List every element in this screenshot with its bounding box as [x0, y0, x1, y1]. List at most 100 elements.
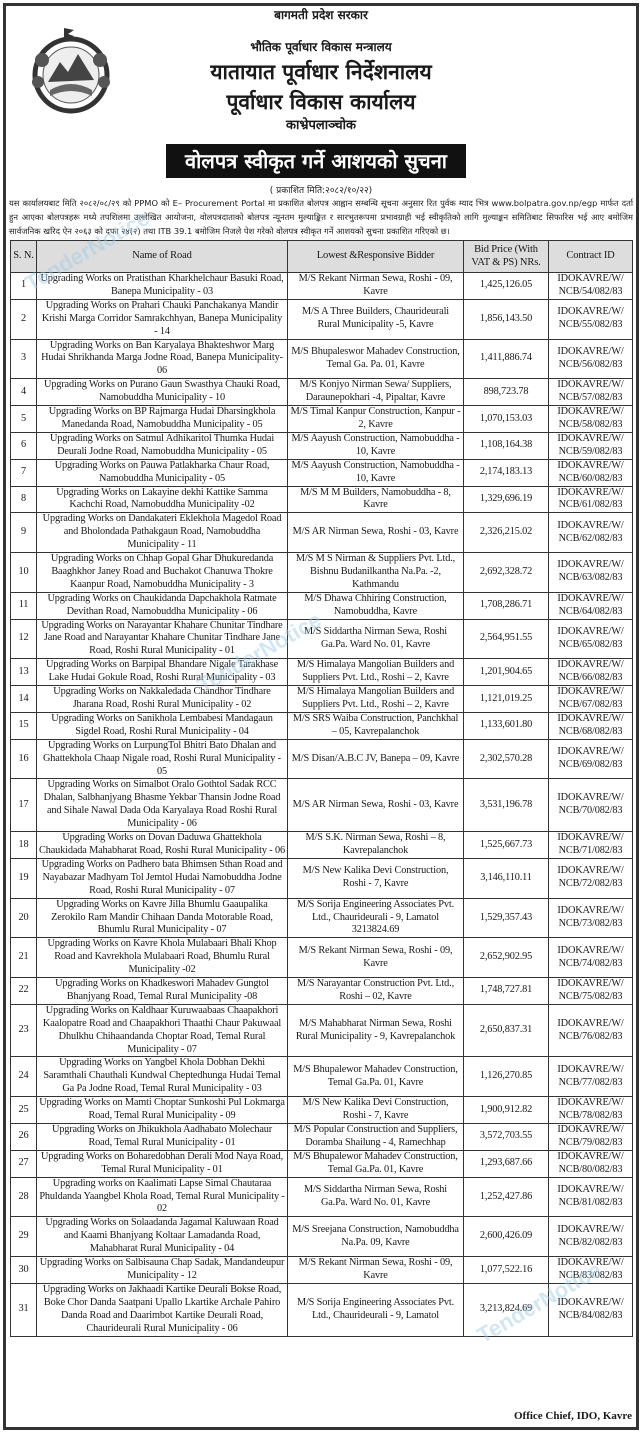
page-frame: [3, 3, 639, 1430]
bidder-name-cell: M/S A Three Builders, Chaurideurali Rura…: [287, 298, 464, 340]
bidder-name-cell: M/S Bhupalewor Mahadev Construction, Tem…: [287, 1056, 464, 1098]
bid-price-cell: 1,411,886.74: [463, 338, 549, 380]
bid-price-cell: 3,531,196.78: [463, 778, 549, 833]
bidder-name-cell: M/S Rekant Nirman Sewa, Roshi - 09, Kavr…: [287, 272, 464, 300]
road-name-cell: Upgrading Works on Lakayine dekhi Kattik…: [36, 485, 288, 514]
serial-number-cell: 23: [10, 1003, 37, 1058]
road-name-cell: Upgrading Works on Padhero bata Bhimsen …: [36, 857, 288, 899]
road-name-cell: Upgrading Works on Dovan Daduwa Ghattekh…: [36, 831, 288, 859]
awarded-contracts-table: S. N. Name of Road Lowest &Responsive Bi…: [10, 240, 633, 1337]
bidder-name-cell: M/S Konjyo Nirman Sewa/ Suppliers, Darau…: [287, 378, 464, 407]
road-name-cell: Upgrading Works on Prahari Chauki Pancha…: [36, 298, 288, 340]
bidder-name-cell: M/S Aayush Construction, Namobuddha - 10…: [287, 458, 464, 487]
contract-id-cell: IDOKAVRE/W/ NCB/63/082/83: [548, 552, 633, 593]
bidder-name-cell: M/S Narayantar Construction Pvt. Ltd., R…: [287, 977, 464, 1005]
table-row: 16 Upgrading Works on LurpungTol Bhitri B…: [10, 738, 633, 780]
bidder-name-cell: M/S Himalaya Mangolian Builders and Supp…: [287, 685, 464, 713]
contract-id-cell: IDOKAVRE/W/ NCB/55/082/83: [548, 298, 633, 340]
road-name-cell: Upgrading Works on Kavre Jilla Bhumlu Ga…: [36, 897, 288, 939]
bid-price-cell: 1,329,696.19: [463, 485, 549, 514]
serial-number-cell: 14: [10, 685, 37, 713]
table-row: 23 Upgrading Works on Kaldhaar Kuruwaabaa…: [10, 1003, 633, 1058]
bidder-name-cell: M/S New Kalika Devi Construction, Roshi …: [287, 857, 464, 899]
office-name: पूर्वाधार विकास कार्यालय: [226, 90, 416, 114]
bidder-name-cell: M/S S.K. Nirman Sewa, Roshi – 8, Kavrepa…: [287, 831, 464, 859]
bidder-name-cell: M/S M S Nirman & Suppliers Pvt. Ltd., Bi…: [287, 552, 464, 593]
table-row: 1 Upgrading Works on Pratisthan Kharkhelc…: [10, 272, 633, 300]
bidder-name-cell: M/S AR Nirman Sewa, Roshi - 03, Kavre: [287, 778, 464, 833]
serial-number-cell: 21: [10, 937, 37, 979]
serial-number-cell: 28: [10, 1176, 37, 1218]
bid-price-cell: 1,708,286.71: [463, 591, 549, 620]
government-name: बागमती प्रदेश सरकार: [274, 8, 368, 22]
table-row: 20 Upgrading Works on Kavre Jilla Bhumlu …: [10, 897, 633, 939]
bidder-name-cell: M/S Sorija Engineering Associates Pvt. L…: [287, 1282, 464, 1337]
bidder-name-cell: M/S Siddartha Nirman Sewa, Roshi Ga.Pa. …: [287, 618, 464, 660]
serial-number-cell: 3: [10, 338, 37, 380]
signature-office-chief: Office Chief, IDO, Kavre: [513, 1410, 632, 1422]
bid-price-cell: 2,302,570.28: [463, 738, 549, 780]
column-header-road-name: Name of Road: [36, 240, 288, 273]
contract-id-cell: IDOKAVRE/W/ NCB/82/082/83: [548, 1216, 633, 1258]
serial-number-cell: 24: [10, 1056, 37, 1098]
serial-number-cell: 13: [10, 658, 37, 687]
bidder-name-cell: M/S Mahabharat Nirman Sewa, Roshi Rural …: [287, 1003, 464, 1058]
ministry-name: भौतिक पूर्वाधार विकास मन्त्रालय: [250, 40, 392, 54]
contract-id-cell: IDOKAVRE/W/ NCB/79/082/83: [548, 1123, 633, 1151]
road-name-cell: Upgrading Works on Simalbot Oralo Gothto…: [36, 778, 288, 833]
table-row: 21 Upgrading Works on Kavre Khola Mulabaa…: [10, 937, 633, 979]
serial-number-cell: 2: [10, 298, 37, 340]
bid-price-cell: 1,133,601.80: [463, 711, 549, 740]
bidder-name-cell: M/S Sorija Engineering Associates Pvt. L…: [287, 897, 464, 939]
road-name-cell: Upgrading Works on Barpipal Bhandare Nig…: [36, 658, 288, 687]
bidder-name-cell: M/S SRS Waiba Construction, Panchkhal – …: [287, 711, 464, 740]
table-row: 18 Upgrading Works on Dovan Daduwa Ghatte…: [10, 831, 633, 859]
serial-number-cell: 29: [10, 1216, 37, 1258]
table-row: 25 Upgrading Works on Mamti Choptar Sunko…: [10, 1096, 633, 1124]
bid-price-cell: 898,723.78: [463, 378, 549, 407]
serial-number-cell: 27: [10, 1149, 37, 1178]
table-row: 12 Upgrading Works on Narayantar Khahare …: [10, 618, 633, 660]
serial-number-cell: 9: [10, 512, 37, 554]
bid-price-cell: 1,077,522.16: [463, 1256, 549, 1284]
contract-id-cell: IDOKAVRE/W/ NCB/66/082/83: [548, 658, 633, 687]
road-name-cell: Upgrading Works on Chhap Gopal Ghar Dhuk…: [36, 552, 288, 593]
contract-id-cell: IDOKAVRE/W/ NCB/54/082/83: [548, 272, 633, 300]
table-row: 11 Upgrading Works on Chaukidanda Dapchak…: [10, 591, 633, 620]
contract-id-cell: IDOKAVRE/W/ NCB/70/082/83: [548, 778, 633, 833]
road-name-cell: Upgrading Works on Dandakateri Eklekhola…: [36, 512, 288, 554]
bid-price-cell: 2,692,328.72: [463, 552, 549, 593]
road-name-cell: Upgrading Works on Salbisauna Chap Sadak…: [36, 1256, 288, 1284]
serial-number-cell: 12: [10, 618, 37, 660]
table-row: 8 Upgrading Works on Lakayine dekhi Katti…: [10, 485, 633, 514]
serial-number-cell: 4: [10, 378, 37, 407]
bid-price-cell: 1,900,912.82: [463, 1096, 549, 1124]
contract-id-cell: IDOKAVRE/W/ NCB/65/082/83: [548, 618, 633, 660]
published-date: ( प्रकाशित मिति:२०८२/१०/२२): [269, 186, 373, 196]
contract-id-cell: IDOKAVRE/W/ NCB/59/082/83: [548, 431, 633, 460]
table-row: 9 Upgrading Works on Dandakateri Eklekhol…: [10, 512, 633, 554]
serial-number-cell: 15: [10, 711, 37, 740]
road-name-cell: Upgrading Works on BP Rajmarga Hudai Dha…: [36, 405, 288, 433]
road-name-cell: Upgrading Works on Narayantar Khahare Ch…: [36, 618, 288, 660]
bidder-name-cell: M/S Popular Construction and Suppliers, …: [287, 1123, 464, 1151]
road-name-cell: Upgrading works on Kaalimati Lapse Simal…: [36, 1176, 288, 1218]
table-row: 17 Upgrading Works on Simalbot Oralo Goth…: [10, 778, 633, 833]
bidder-name-cell: M/S Rekant Nirman Sewa, Roshi - 09, Kavr…: [287, 937, 464, 979]
road-name-cell: Upgrading Works on Kavre Khola Mulabaari…: [36, 937, 288, 979]
bidder-name-cell: M/S Bhupaleswor Mahadev Construction, Te…: [287, 338, 464, 380]
bid-price-cell: 1,856,143.50: [463, 298, 549, 340]
table-row: 2 Upgrading Works on Prahari Chauki Panch…: [10, 298, 633, 340]
bid-price-cell: 3,213,824.69: [463, 1282, 549, 1337]
directorate-name: यातायात पूर्वाधार निर्देशनालय: [210, 60, 432, 84]
bidder-name-cell: M/S Disan/A.B.C JV, Banepa – 09, Kavre: [287, 738, 464, 780]
table-row: 31 Upgrading Works on Jakhaadi Kartike De…: [10, 1282, 633, 1337]
bidder-name-cell: M/S Sreejana Construction, Namobuddha Na…: [287, 1216, 464, 1258]
table-row: 28 Upgrading works on Kaalimati Lapse Sim…: [10, 1176, 633, 1218]
bidder-name-cell: M/S M M Builders, Namobuddha - 8, Kavre: [287, 485, 464, 514]
table-row: 26 Upgrading Works on Jhikukhola Aadhabat…: [10, 1123, 633, 1151]
road-name-cell: Upgrading Works on Nakkaledada Chandhor …: [36, 685, 288, 713]
contract-id-cell: IDOKAVRE/W/ NCB/69/082/83: [548, 738, 633, 780]
bid-price-cell: 3,572,703.55: [463, 1123, 549, 1151]
bid-price-cell: 1,121,019.25: [463, 685, 549, 713]
